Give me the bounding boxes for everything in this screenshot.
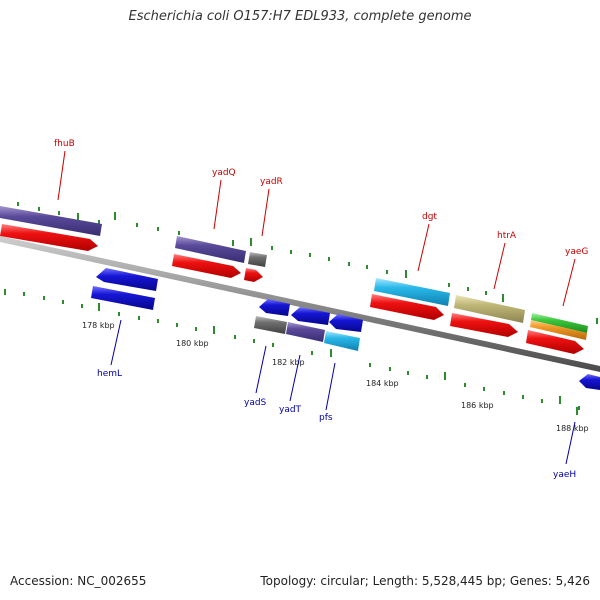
gene-dgt-feature[interactable] — [374, 278, 450, 306]
reverse-label-leaders — [110, 319, 576, 465]
scale-label-188: 188 kbp — [556, 424, 589, 433]
gene-label-yaeG[interactable]: yaeG — [565, 247, 588, 257]
scale-label-184: 184 kbp — [366, 379, 399, 388]
genome-summary-text: Topology: circular; Length: 5,528,445 bp… — [260, 574, 590, 588]
gene-label-yaeH[interactable]: yaeH — [553, 470, 576, 480]
gene-htrA-feature[interactable] — [454, 295, 525, 323]
cds-yaeG-arrow[interactable] — [526, 330, 584, 354]
gene-label-yadT[interactable]: yadT — [279, 405, 302, 415]
scale-label-186: 186 kbp — [461, 401, 494, 410]
gene-yadT-feature[interactable] — [286, 322, 325, 342]
gene-yaeH-arrow[interactable] — [579, 374, 600, 390]
map-title: Escherichia coli O157:H7 EDL933, complet… — [128, 9, 472, 24]
gene-label-yadQ[interactable]: yadQ — [212, 168, 236, 178]
gene-label-yadS[interactable]: yadS — [244, 398, 267, 408]
gene-yadT-arrow[interactable] — [291, 307, 330, 325]
scale-label-180: 180 kbp — [176, 339, 209, 348]
gene-label-dgt[interactable]: dgt — [422, 212, 437, 222]
gene-yaeG-feature-b[interactable] — [530, 320, 587, 340]
accession-text: Accession: NC_002655 — [10, 574, 147, 588]
gene-label-hemL[interactable]: hemL — [97, 369, 122, 379]
cds-dgt-arrow[interactable] — [370, 294, 444, 320]
gene-label-yadR[interactable]: yadR — [260, 177, 283, 187]
gene-pfs-arrow[interactable] — [329, 314, 363, 332]
gene-yadQ-feature[interactable] — [175, 236, 246, 263]
forward-tick-marks — [17, 202, 598, 324]
cds-fhuB-arrow[interactable] — [0, 224, 98, 251]
gene-yadS-arrow[interactable] — [259, 299, 290, 316]
cds-yadR-arrow[interactable] — [244, 268, 263, 282]
gene-yadR-feature[interactable] — [248, 252, 267, 267]
cds-yadQ-arrow[interactable] — [172, 254, 241, 278]
gene-yadS-feature[interactable] — [254, 316, 287, 334]
genome-backbone — [0, 236, 600, 372]
cds-htrA-arrow[interactable] — [450, 313, 518, 337]
scale-label-182: 182 kbp — [272, 358, 305, 367]
gene-label-fhuB[interactable]: fhuB — [54, 139, 75, 149]
gene-hemL-feature[interactable] — [91, 286, 155, 310]
gene-pfs-feature[interactable] — [324, 331, 360, 351]
scale-label-178: 178 kbp — [82, 321, 115, 330]
gene-hemL-arrow-a[interactable] — [96, 268, 158, 291]
reverse-tick-marks — [4, 289, 580, 415]
gene-label-htrA[interactable]: htrA — [497, 231, 517, 241]
forward-label-leaders — [57, 150, 576, 307]
gene-label-pfs[interactable]: pfs — [319, 413, 333, 423]
gene-yaeG-feature-a[interactable] — [531, 313, 588, 333]
gene-fhuB-feature[interactable] — [0, 206, 102, 236]
